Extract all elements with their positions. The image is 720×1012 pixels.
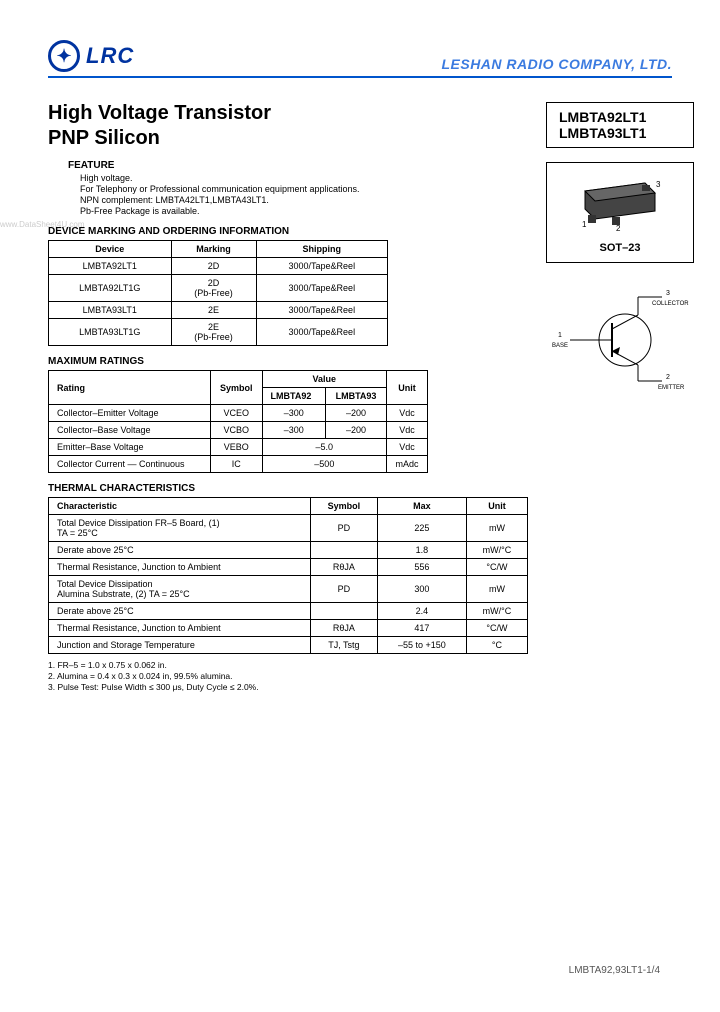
logo-text: LRC xyxy=(86,43,134,69)
section-ordering: DEVICE MARKING AND ORDERING INFORMATION xyxy=(48,226,528,237)
watermark: www.DataSheet4U.com xyxy=(0,220,84,229)
package-box: 1 2 3 SOT–23 xyxy=(546,162,694,263)
th: Marking xyxy=(171,241,256,258)
page-title-2: PNP Silicon xyxy=(48,127,528,150)
transistor-symbol: 1 BASE 3 COLLECTOR 2 EMITTER xyxy=(546,281,694,401)
svg-text:2: 2 xyxy=(616,224,621,231)
section-thermal: THERMAL CHARACTERISTICS xyxy=(48,483,528,494)
feature-item: For Telephony or Professional communicat… xyxy=(80,184,528,194)
footer-page: LMBTA92,93LT1-1/4 xyxy=(569,965,660,976)
svg-text:3: 3 xyxy=(656,180,661,189)
ordering-table: Device Marking Shipping LMBTA92LT12D3000… xyxy=(48,240,388,346)
notes: 1. FR–5 = 1.0 x 0.75 x 0.062 in. 2. Alum… xyxy=(48,660,528,692)
logo: ✦ LRC xyxy=(48,40,134,72)
th: Device xyxy=(49,241,172,258)
company-name: LESHAN RADIO COMPANY, LTD. xyxy=(441,56,672,72)
svg-text:1: 1 xyxy=(582,220,587,229)
th: Shipping xyxy=(256,241,387,258)
thermal-table: Characteristic Symbol Max Unit Total Dev… xyxy=(48,497,528,654)
feature-item: Pb-Free Package is available. xyxy=(80,206,528,216)
sot23-icon: 1 2 3 xyxy=(560,171,680,231)
svg-text:COLLECTOR: COLLECTOR xyxy=(652,301,689,307)
svg-text:EMITTER: EMITTER xyxy=(658,385,685,391)
part-number-box: LMBTA92LT1 LMBTA93LT1 xyxy=(546,102,694,148)
feature-item: High voltage. xyxy=(80,173,528,183)
section-max: MAXIMUM RATINGS xyxy=(48,356,528,367)
svg-text:BASE: BASE xyxy=(552,343,568,349)
svg-text:3: 3 xyxy=(666,290,670,297)
feature-item: NPN complement: LMBTA42LT1,LMBTA43LT1. xyxy=(80,195,528,205)
svg-text:1: 1 xyxy=(558,332,562,339)
logo-icon: ✦ xyxy=(48,40,80,72)
max-ratings-table: Rating Symbol Value Unit LMBTA92 LMBTA93… xyxy=(48,370,428,473)
package-label: SOT–23 xyxy=(555,242,685,254)
svg-text:2: 2 xyxy=(666,374,670,381)
header: ✦ LRC LESHAN RADIO COMPANY, LTD. xyxy=(48,40,672,78)
pnp-symbol-icon: 1 BASE 3 COLLECTOR 2 EMITTER xyxy=(550,285,690,395)
feature-heading: FEATURE xyxy=(68,160,528,171)
page-title-1: High Voltage Transistor xyxy=(48,102,528,125)
